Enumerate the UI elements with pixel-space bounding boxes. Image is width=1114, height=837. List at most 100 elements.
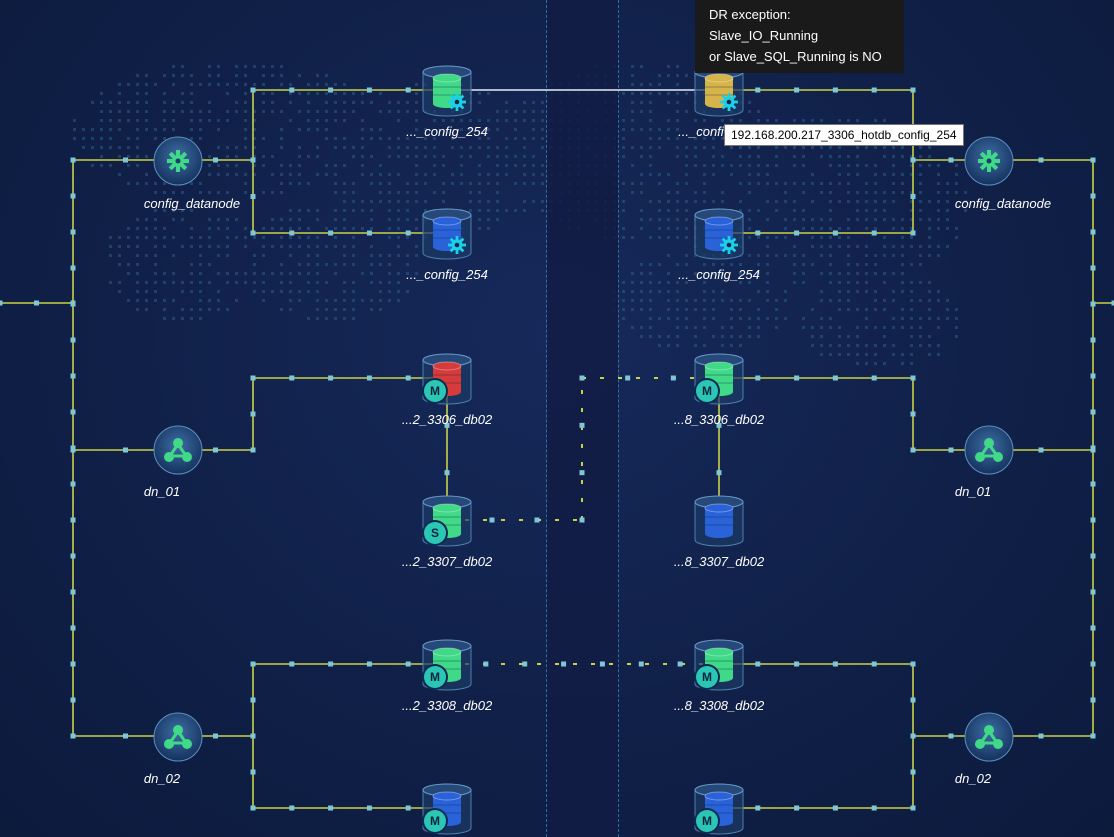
- map-dot: [676, 299, 679, 302]
- map-dot: [649, 218, 652, 221]
- map-dot: [874, 164, 877, 167]
- map-dot: [154, 290, 157, 293]
- map-dot: [460, 173, 463, 176]
- right-config-datanode-node[interactable]: [964, 136, 1014, 186]
- map-dot: [307, 128, 310, 131]
- map-dot: [289, 281, 292, 284]
- map-dot: [145, 281, 148, 284]
- map-dot: [244, 74, 247, 77]
- link-dot: [1090, 625, 1096, 631]
- map-dot: [154, 245, 157, 248]
- map-dot: [91, 137, 94, 140]
- map-dot: [406, 101, 409, 104]
- map-dot: [181, 308, 184, 311]
- map-dot: [136, 227, 139, 230]
- map-dot: [811, 200, 814, 203]
- map-dot: [532, 101, 535, 104]
- map-dot: [703, 317, 706, 320]
- map-dot: [874, 146, 877, 149]
- map-dot: [865, 254, 868, 257]
- right-dn01-node[interactable]: [964, 425, 1014, 475]
- map-dot: [802, 326, 805, 329]
- right-dn02-node[interactable]: [964, 712, 1014, 762]
- map-dot: [217, 290, 220, 293]
- link-dot: [579, 470, 585, 476]
- map-dot: [784, 299, 787, 302]
- map-dot: [307, 236, 310, 239]
- link-dot: [1090, 589, 1096, 595]
- map-dot: [730, 308, 733, 311]
- map-dot: [505, 146, 508, 149]
- map-dot: [820, 155, 823, 158]
- link-dot: [910, 769, 916, 775]
- left-db-node-0[interactable]: [421, 64, 473, 118]
- left-db-node-2[interactable]: M: [421, 352, 473, 406]
- map-dot: [703, 290, 706, 293]
- map-dot: [649, 308, 652, 311]
- map-dot: [649, 101, 652, 104]
- right-db-node-3[interactable]: [693, 494, 745, 548]
- map-dot: [307, 119, 310, 122]
- map-dot: [793, 281, 796, 284]
- link-dot: [910, 230, 916, 236]
- map-dot: [271, 227, 274, 230]
- map-dot: [415, 272, 418, 275]
- map-dot: [136, 182, 139, 185]
- map-dot: [523, 164, 526, 167]
- map-dot: [901, 173, 904, 176]
- map-dot: [505, 164, 508, 167]
- map-dot: [694, 299, 697, 302]
- map-dot: [901, 281, 904, 284]
- map-dot: [946, 317, 949, 320]
- left-config-datanode-node[interactable]: [153, 136, 203, 186]
- map-dot: [766, 254, 769, 257]
- map-dot: [235, 65, 238, 68]
- right-db-node-2[interactable]: M: [693, 352, 745, 406]
- link-dot: [366, 805, 372, 811]
- left-dn01-node[interactable]: [153, 425, 203, 475]
- map-dot: [766, 236, 769, 239]
- map-dot: [406, 218, 409, 221]
- map-dot: [271, 155, 274, 158]
- map-dot: [379, 92, 382, 95]
- right-db-node-4[interactable]: M: [693, 638, 745, 692]
- left-db-node-5[interactable]: M: [421, 782, 473, 836]
- map-dot: [649, 326, 652, 329]
- right-db-node-1[interactable]: [693, 207, 745, 261]
- map-dot: [937, 245, 940, 248]
- left-dn02-node[interactable]: [153, 712, 203, 762]
- map-dot: [514, 119, 517, 122]
- map-dot: [478, 119, 481, 122]
- left-db-node-3[interactable]: S: [421, 494, 473, 548]
- map-dot: [748, 191, 751, 194]
- map-dot: [280, 218, 283, 221]
- map-dot: [640, 209, 643, 212]
- map-dot: [649, 317, 652, 320]
- map-dot: [514, 110, 517, 113]
- map-dot: [874, 173, 877, 176]
- map-dot: [901, 245, 904, 248]
- map-dot: [298, 128, 301, 131]
- map-dot: [181, 110, 184, 113]
- link-dot: [1090, 517, 1096, 523]
- map-dot: [487, 92, 490, 95]
- map-dot: [811, 236, 814, 239]
- map-dot: [253, 83, 256, 86]
- map-dot: [640, 182, 643, 185]
- link-dot: [1090, 553, 1096, 559]
- map-dot: [397, 272, 400, 275]
- map-dot: [829, 281, 832, 284]
- map-dot: [226, 191, 229, 194]
- map-dot: [496, 191, 499, 194]
- map-dot: [253, 272, 256, 275]
- link-dot: [599, 661, 605, 667]
- map-dot: [154, 281, 157, 284]
- left-db-node-1[interactable]: [421, 207, 473, 261]
- map-dot: [829, 299, 832, 302]
- map-dot: [847, 245, 850, 248]
- left-db-node-4[interactable]: M: [421, 638, 473, 692]
- map-dot: [415, 182, 418, 185]
- right-db-node-5[interactable]: M: [693, 782, 745, 836]
- map-dot: [406, 236, 409, 239]
